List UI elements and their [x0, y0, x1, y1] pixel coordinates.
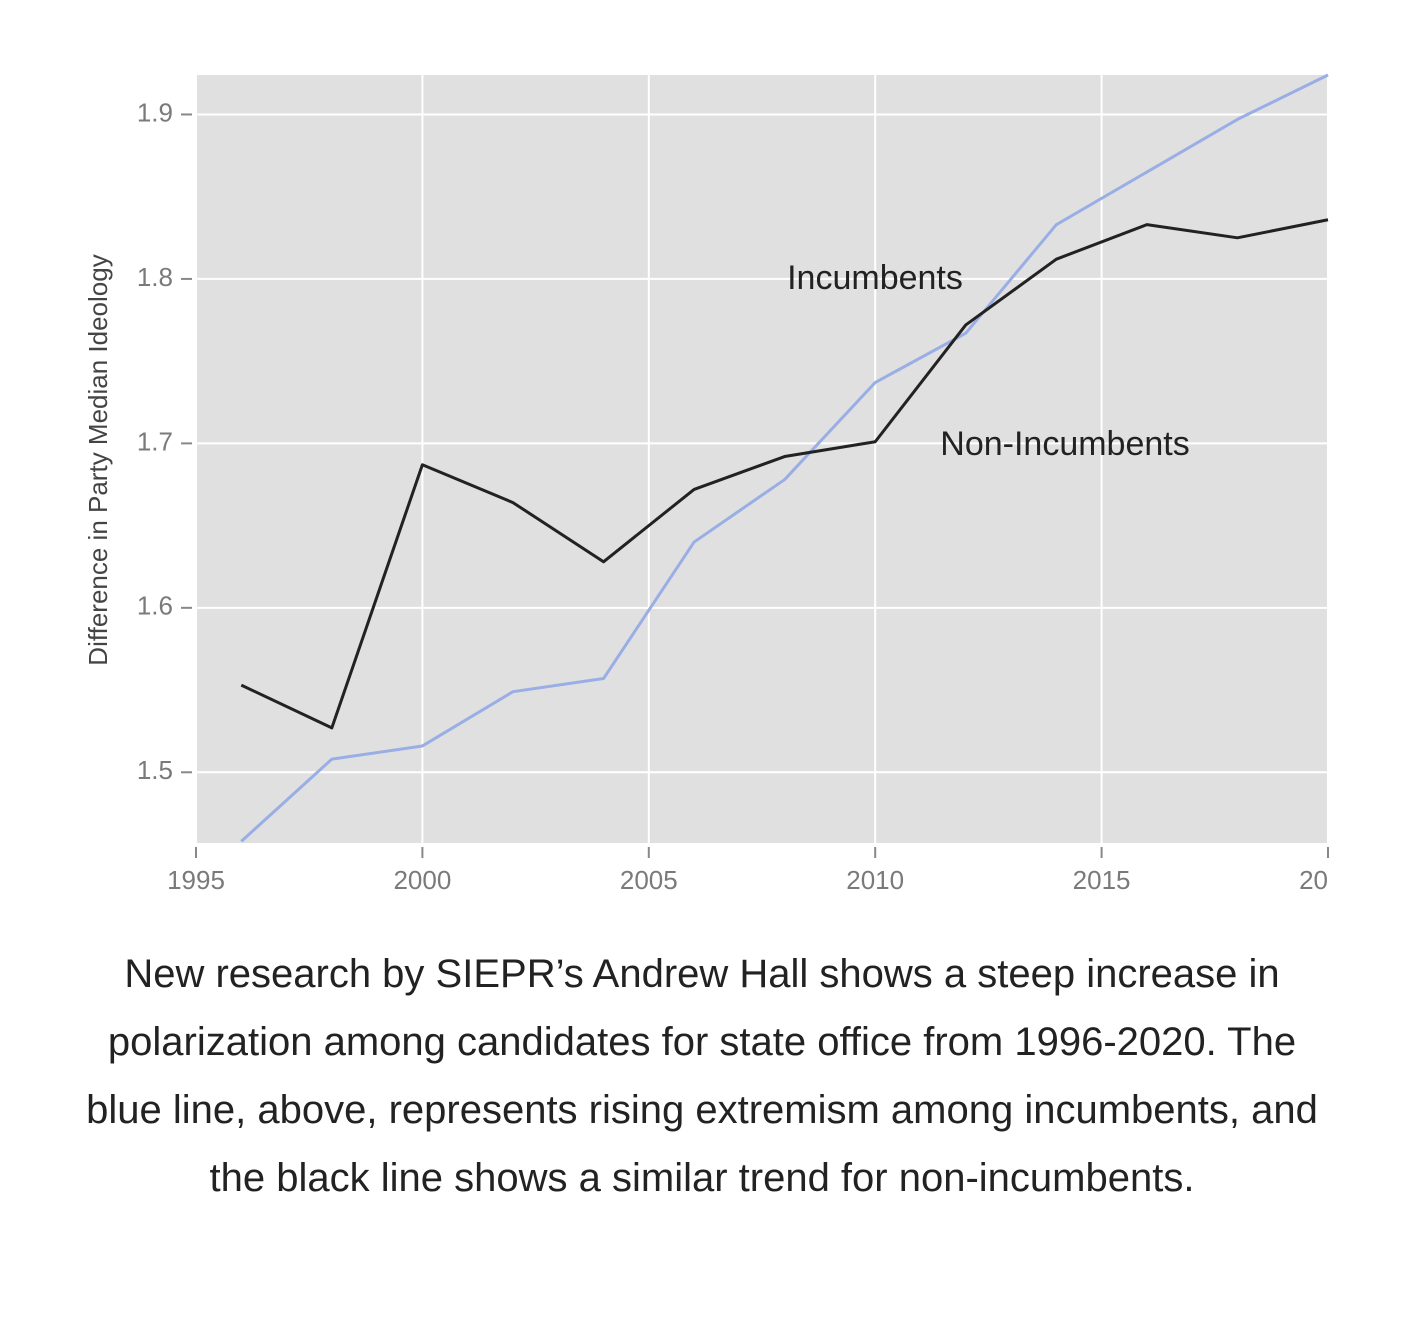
x-tick-label: 2015 — [1073, 865, 1131, 895]
y-axis-title: Difference in Party Median Ideology — [83, 254, 113, 665]
series-line — [240, 218, 1329, 730]
chart: Difference in Party Median Ideology Incu… — [83, 73, 1329, 895]
x-tick-label: 2000 — [393, 865, 451, 895]
caption: New research by SIEPR’s Andrew Hall show… — [86, 952, 1318, 1200]
series-label: Non-Incumbents — [940, 425, 1189, 463]
plot-panel — [196, 75, 1328, 843]
series-label: Incumbents — [787, 259, 963, 297]
y-tick-label: 1.7 — [137, 426, 173, 456]
x-tick-label: 2005 — [620, 865, 678, 895]
y-tick-label: 1.6 — [137, 591, 173, 621]
series-line — [240, 73, 1329, 843]
y-tick-label: 1.8 — [137, 262, 173, 292]
x-tick-label: 20 — [1299, 865, 1328, 895]
y-tick-label: 1.9 — [137, 97, 173, 127]
x-tick-label: 1995 — [167, 865, 225, 895]
y-tick-label: 1.5 — [137, 755, 173, 785]
x-tick-label: 2010 — [846, 865, 904, 895]
